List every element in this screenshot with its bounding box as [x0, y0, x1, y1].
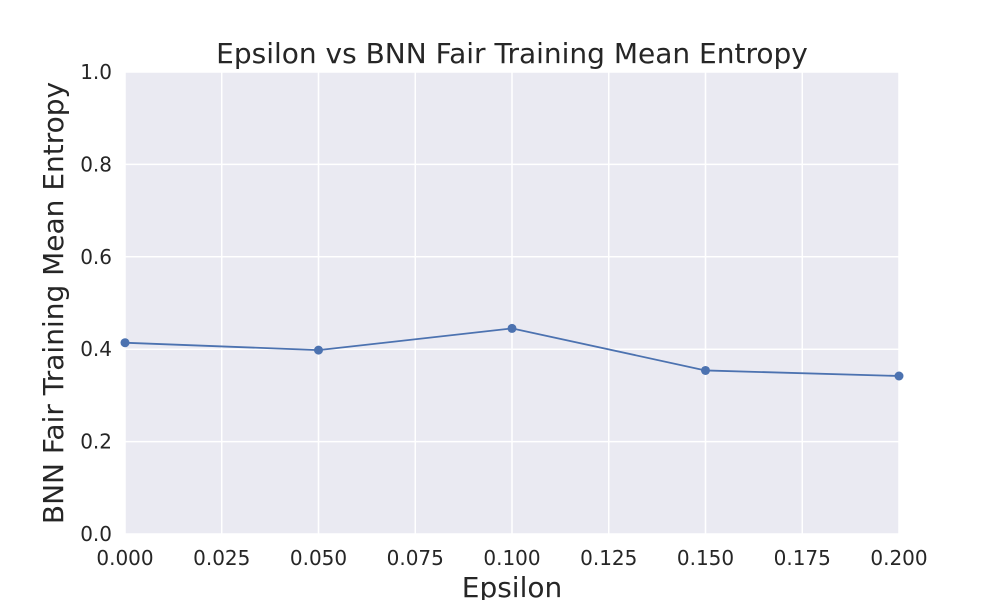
data-point [120, 338, 130, 348]
x-tick-label: 0.025 [193, 546, 250, 570]
data-point [701, 365, 710, 375]
data-point [894, 371, 904, 381]
data-point [507, 323, 517, 333]
x-tick-labels: 0.000 0.025 0.050 0.075 0.100 0.125 0.150 0.175… [96, 546, 927, 570]
x-tick-label: 0.050 [290, 546, 347, 570]
y-tick-label: 1.0 [80, 60, 112, 84]
x-tick-label: 0.175 [774, 546, 831, 570]
chart-title: Epsilon vs BNN Fair Training Mean Entrop… [216, 37, 808, 70]
y-tick-label: 0.0 [80, 522, 112, 546]
grid-lines [124, 71, 900, 535]
data-point [314, 345, 323, 355]
x-tick-label: 0.000 [96, 546, 153, 570]
y-tick-label: 0.2 [80, 430, 112, 454]
y-axis-title: BNN Fair Training Mean Entropy [37, 82, 70, 524]
x-tick-label: 0.075 [387, 546, 444, 570]
y-tick-label: 0.4 [80, 337, 112, 361]
x-tick-label: 0.200 [870, 546, 927, 570]
x-axis-title: Epsilon [462, 571, 563, 600]
x-tick-label: 0.125 [580, 546, 637, 570]
y-tick-label: 0.6 [80, 245, 112, 269]
y-tick-label: 0.8 [80, 152, 112, 176]
x-tick-label: 0.150 [677, 546, 734, 570]
y-tick-labels: 0.0 0.2 0.4 0.6 0.8 1.0 [80, 60, 112, 546]
x-tick-label: 0.100 [483, 546, 540, 570]
series-group [120, 323, 904, 381]
